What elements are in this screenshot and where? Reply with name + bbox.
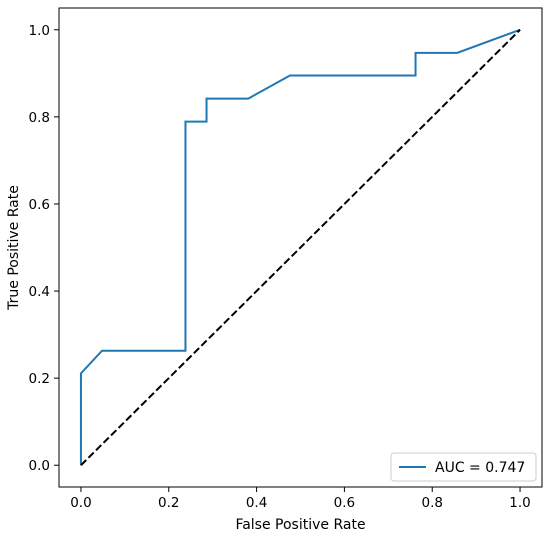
x-tick-label: 0.6 [334,495,355,511]
x-tick-label: 0.8 [421,495,442,511]
x-tick-label: 1.0 [509,495,530,511]
plot-frame [58,7,543,488]
y-tick-label: 0.6 [29,197,50,213]
plot-area [58,7,543,488]
chance-diagonal-line [80,29,521,466]
y-axis-ticks: 0.0 0.2 0.4 0.6 0.8 1.0 [29,23,59,474]
x-tick-label: 0.4 [246,495,267,511]
x-axis-label: False Positive Rate [235,517,365,533]
y-axis-label: True Positive Rate [6,185,22,311]
y-tick-label: 0.2 [29,371,50,387]
y-tick-label: 0.8 [29,110,50,126]
y-tick-label: 0.4 [29,284,50,300]
roc-curve-line [79,28,521,466]
legend-entry-label: AUC = 0.747 [435,460,525,476]
y-tick-label: 1.0 [29,23,50,39]
legend-box [390,452,537,482]
x-axis-ticks: 0.0 0.2 0.4 0.6 0.8 1.0 [70,487,531,511]
legend: AUC = 0.747 [390,452,537,482]
series-layer [79,28,521,466]
x-tick-label: 0.2 [158,495,179,511]
x-tick-label: 0.0 [70,495,91,511]
y-tick-label: 0.0 [29,458,50,474]
